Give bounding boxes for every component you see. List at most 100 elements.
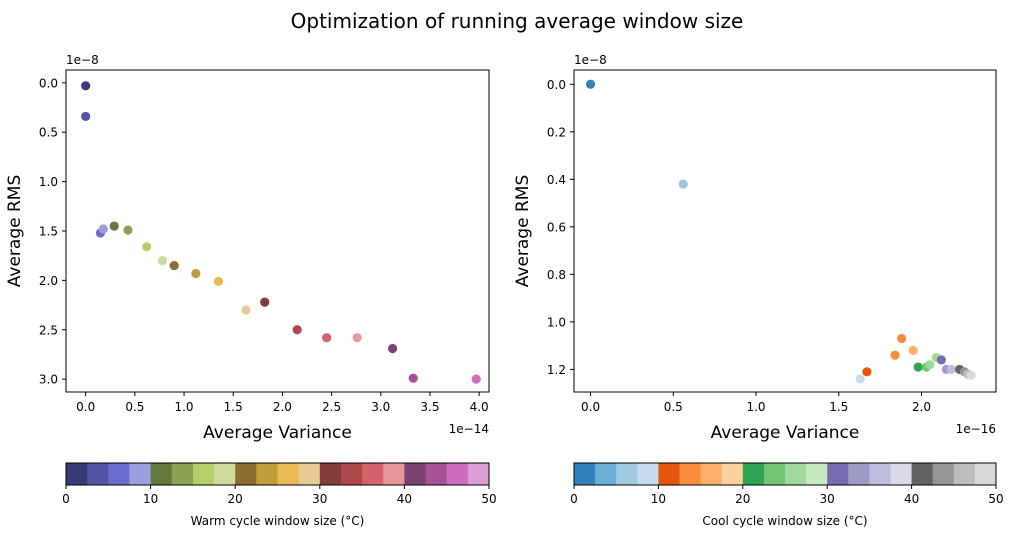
y-tick-label: 2.0 bbox=[39, 274, 58, 288]
colorbar-swatch bbox=[446, 463, 469, 485]
y-offset-label: 1e−8 bbox=[574, 53, 607, 67]
colorbar-tick-label: 30 bbox=[312, 492, 327, 506]
colorbar-swatch bbox=[658, 463, 680, 485]
colorbar-swatch bbox=[277, 463, 300, 485]
data-point bbox=[169, 260, 179, 271]
data-point bbox=[213, 276, 224, 286]
y-tick-label: 0.8 bbox=[547, 268, 566, 282]
cool-cycle-panel: 0.0 0.5 1.0 1.5 2.0 0.0 0.2 0.4 0.6 0.8 1.0 1.2 1e−8… bbox=[513, 53, 1004, 528]
x-tick-label: 4.0 bbox=[470, 400, 489, 414]
warm-cycle-panel: 0.0 0.5 1.0 1.5 2.0 2.5 3.0 3.5 4.0 0.0 0.5 1.0 1.5 2… bbox=[5, 53, 497, 528]
data-point bbox=[98, 224, 108, 234]
data-point bbox=[292, 325, 302, 335]
data-point bbox=[913, 362, 923, 372]
x-tick-label: 2.0 bbox=[912, 400, 931, 414]
colorbar-swatch bbox=[256, 463, 278, 485]
colorbar-swatch bbox=[574, 463, 596, 485]
y-tick-label: 3.0 bbox=[39, 373, 58, 387]
colorbar-swatch bbox=[679, 463, 701, 485]
colorbar-swatch bbox=[595, 463, 617, 485]
data-point bbox=[123, 225, 133, 235]
data-point bbox=[260, 297, 270, 307]
data-point bbox=[157, 256, 168, 266]
x-tick-label: 3.0 bbox=[371, 400, 390, 414]
data-point bbox=[81, 111, 91, 122]
colorbar-swatch bbox=[616, 463, 638, 485]
colorbar-tick-label: 40 bbox=[904, 492, 919, 506]
data-point bbox=[855, 374, 865, 384]
data-point bbox=[890, 350, 900, 360]
colorbar-swatch bbox=[742, 463, 765, 485]
data-point bbox=[109, 221, 119, 231]
colorbar-swatch bbox=[932, 463, 955, 485]
x-tick-label: 1.5 bbox=[224, 400, 243, 414]
colorbar-swatch bbox=[362, 463, 384, 485]
x-tick-label: 1.0 bbox=[174, 400, 193, 414]
data-point bbox=[352, 333, 362, 343]
colorbar-swatch bbox=[298, 463, 321, 485]
x-offset-label: 1e−16 bbox=[956, 422, 996, 436]
x-tick-label: 0.5 bbox=[664, 400, 683, 414]
colorbar-tick-label: 30 bbox=[820, 492, 835, 506]
colorbar-swatch bbox=[87, 463, 109, 485]
data-point bbox=[408, 373, 418, 383]
data-point bbox=[387, 343, 398, 354]
y-tick-label: 0.4 bbox=[547, 173, 566, 187]
colorbar-tick-label: 10 bbox=[651, 492, 666, 506]
x-axis-label: Average Variance bbox=[711, 423, 860, 443]
colorbar-swatch bbox=[150, 463, 173, 485]
data-point bbox=[585, 79, 596, 89]
x-tick-label: 0.0 bbox=[76, 400, 95, 414]
colorbar-swatch bbox=[869, 463, 891, 485]
colorbar-swatch bbox=[806, 463, 828, 485]
y-tick-label: 0.2 bbox=[547, 125, 566, 139]
colorbar-swatch bbox=[637, 463, 659, 485]
data-point bbox=[191, 268, 201, 279]
colorbar-swatch bbox=[785, 463, 807, 485]
colorbar-swatch bbox=[848, 463, 870, 485]
x-offset-label: 1e−14 bbox=[449, 422, 489, 436]
x-tick-label: 2.0 bbox=[273, 400, 292, 414]
colorbar-swatch bbox=[953, 463, 976, 485]
x-tick-label: 3.5 bbox=[420, 400, 439, 414]
data-point bbox=[322, 333, 332, 343]
x-tick-label: 0.0 bbox=[581, 400, 600, 414]
colorbar-swatch bbox=[235, 463, 257, 485]
data-point bbox=[142, 242, 152, 252]
y-tick-label: 0.5 bbox=[39, 126, 58, 140]
colorbar-tick-label: 40 bbox=[397, 492, 412, 506]
data-point bbox=[862, 367, 872, 377]
colorbar-swatch bbox=[721, 463, 744, 485]
colorbar-swatch bbox=[467, 463, 490, 485]
colorbar-swatch bbox=[911, 463, 934, 485]
y-tick-label: 0.6 bbox=[547, 220, 566, 234]
colorbar-swatch bbox=[214, 463, 236, 485]
y-axis-label: Average RMS bbox=[513, 175, 533, 287]
x-tick-label: 1.0 bbox=[746, 400, 765, 414]
data-point bbox=[897, 333, 907, 344]
data-point bbox=[678, 179, 688, 189]
colorbar-tick-label: 50 bbox=[481, 492, 496, 506]
colorbar-swatch bbox=[108, 463, 130, 485]
colorbar-swatch bbox=[192, 463, 215, 485]
colorbar-swatch bbox=[890, 463, 912, 485]
y-tick-label: 1.5 bbox=[39, 225, 58, 239]
colorbar-label: Cool cycle window size (°C) bbox=[702, 514, 867, 528]
colorbar-frame bbox=[65, 462, 490, 486]
colorbar-tick-label: 20 bbox=[228, 492, 243, 506]
colorbar-swatch bbox=[404, 463, 426, 485]
x-tick-label: 1.5 bbox=[829, 400, 848, 414]
plot-area bbox=[573, 69, 997, 393]
y-tick-label: 1.0 bbox=[39, 175, 58, 189]
colorbar-swatch bbox=[383, 463, 405, 485]
y-offset-label: 1e−8 bbox=[66, 53, 99, 67]
colorbar-swatch bbox=[763, 463, 786, 485]
colorbar-frame bbox=[573, 462, 997, 486]
colorbar-swatch bbox=[319, 463, 342, 485]
data-point bbox=[966, 370, 976, 380]
colorbar-swatch bbox=[66, 463, 88, 485]
colorbar-swatch bbox=[827, 463, 849, 485]
colorbar-swatch bbox=[171, 463, 194, 485]
colorbar-label: Warm cycle window size (°C) bbox=[191, 514, 365, 528]
